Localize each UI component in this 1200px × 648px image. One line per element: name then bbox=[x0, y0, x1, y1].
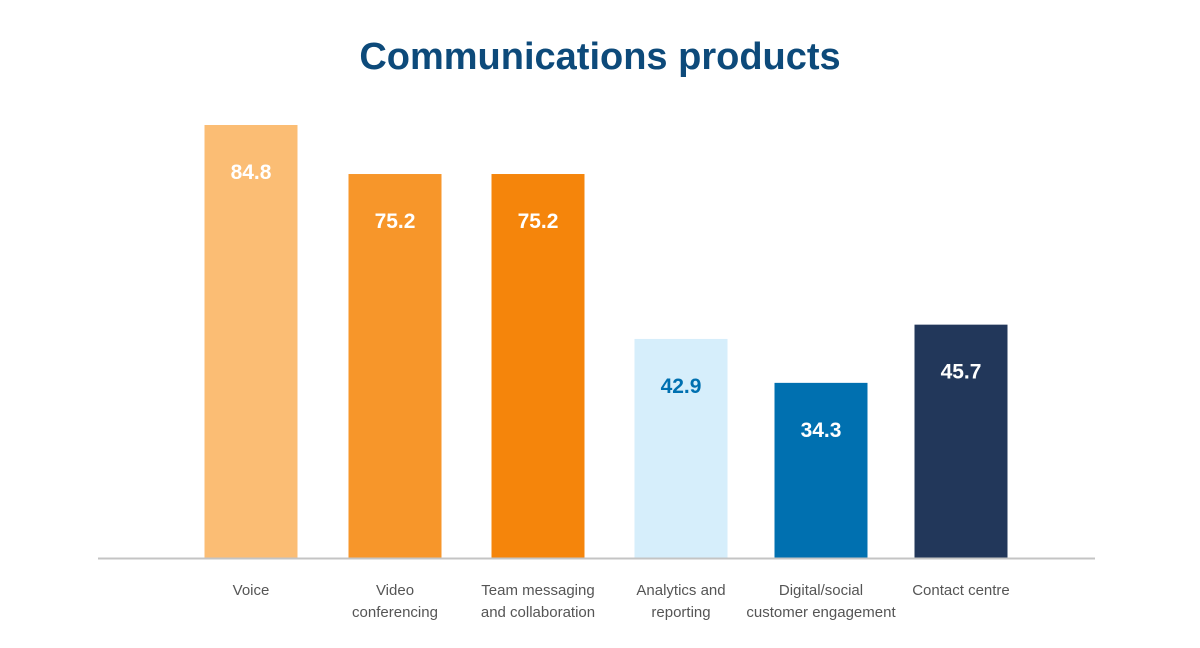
x-tick-label: Contact centre bbox=[912, 582, 1010, 599]
x-tick-label: Analytics and bbox=[636, 582, 725, 599]
x-tick-label: reporting bbox=[651, 604, 710, 621]
bar bbox=[914, 324, 1008, 558]
data-label: 75.2 bbox=[518, 210, 559, 233]
data-label: 75.2 bbox=[375, 210, 416, 233]
x-tick-label: and collaboration bbox=[481, 604, 595, 621]
bar bbox=[491, 174, 585, 559]
bar bbox=[634, 338, 728, 558]
data-label: 34.3 bbox=[801, 419, 842, 442]
x-tick-label: Digital/social bbox=[779, 582, 863, 599]
bar bbox=[774, 382, 868, 558]
bar bbox=[204, 125, 298, 558]
x-tick-label: customer engagement bbox=[746, 604, 896, 621]
data-label: 42.9 bbox=[661, 375, 702, 398]
x-tick-label: Video bbox=[376, 582, 414, 599]
data-label: 45.7 bbox=[941, 361, 982, 384]
x-tick-label: Voice bbox=[233, 582, 270, 599]
bar bbox=[348, 174, 442, 559]
chart-title: Communications products bbox=[359, 36, 841, 78]
x-tick-label: Team messaging bbox=[481, 582, 594, 599]
data-label: 84.8 bbox=[231, 161, 272, 184]
x-tick-label: conferencing bbox=[352, 604, 438, 621]
